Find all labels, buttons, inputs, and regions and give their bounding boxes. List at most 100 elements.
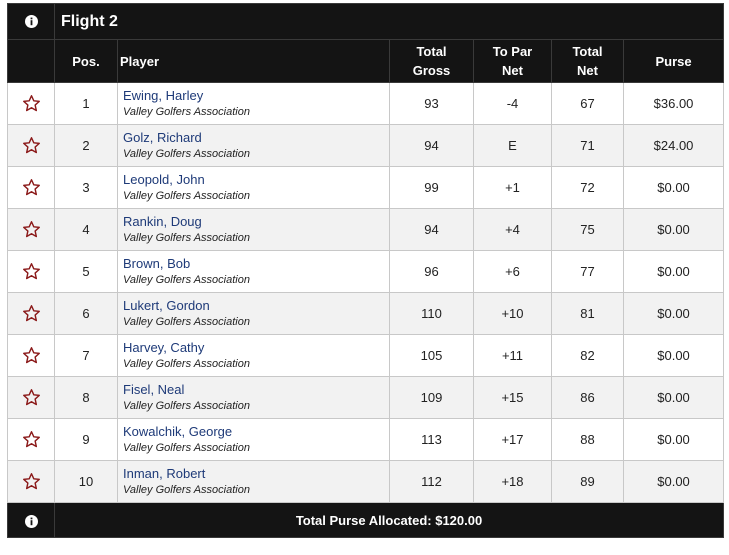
favorite-button[interactable] — [7, 418, 55, 461]
to-par-net-cell: +10 — [473, 292, 552, 335]
table-row[interactable]: 5 Brown, Bob Valley Golfers Association 96 +… — [7, 250, 725, 293]
purse-cell: $0.00 — [622, 250, 725, 293]
position-cell: 5 — [54, 250, 118, 293]
star-outline-icon — [22, 263, 40, 280]
total-net-cell: 72 — [551, 166, 624, 209]
to-par-header-line2: Net — [502, 63, 523, 78]
player-cell: Lukert, Gordon Valley Golfers Association — [117, 292, 390, 335]
to-par-net-cell: +18 — [473, 460, 552, 503]
total-gross-cell: 109 — [389, 376, 474, 419]
purse-cell: $0.00 — [622, 292, 725, 335]
total-gross-cell: 94 — [389, 124, 474, 167]
favorite-button[interactable] — [7, 460, 55, 503]
favorite-button[interactable] — [7, 250, 55, 293]
table-row[interactable]: 10 Inman, Robert Valley Golfers Associatio… — [7, 460, 725, 503]
player-name-link[interactable]: Rankin, Doug — [123, 213, 202, 229]
position-cell: 9 — [54, 418, 118, 461]
purse-cell: $0.00 — [622, 460, 725, 503]
player-association: Valley Golfers Association — [123, 105, 250, 118]
table-row[interactable]: 7 Harvey, Cathy Valley Golfers Association… — [7, 334, 725, 377]
flight-title: Flight 2 — [53, 3, 725, 40]
table-row[interactable]: 3 Leopold, John Valley Golfers Association… — [7, 166, 725, 209]
total-net-cell: 89 — [551, 460, 624, 503]
info-button[interactable] — [7, 3, 55, 40]
player-name-link[interactable]: Golz, Richard — [123, 129, 202, 145]
player-cell: Inman, Robert Valley Golfers Association — [117, 460, 390, 503]
info-icon — [24, 514, 38, 528]
position-cell: 1 — [54, 82, 118, 125]
position-cell: 10 — [54, 460, 118, 503]
total-net-column-header[interactable]: Total Net — [551, 39, 624, 83]
total-gross-cell: 94 — [389, 208, 474, 251]
favorite-button[interactable] — [7, 376, 55, 419]
total-gross-cell: 99 — [389, 166, 474, 209]
player-cell: Golz, Richard Valley Golfers Association — [117, 124, 390, 167]
player-cell: Harvey, Cathy Valley Golfers Association — [117, 334, 390, 377]
player-name-link[interactable]: Harvey, Cathy — [123, 339, 205, 355]
position-cell: 2 — [54, 124, 118, 167]
favorite-button[interactable] — [7, 166, 55, 209]
purse-cell: $0.00 — [622, 334, 725, 377]
position-cell: 4 — [54, 208, 118, 251]
player-name-link[interactable]: Fisel, Neal — [123, 381, 185, 397]
star-outline-icon — [22, 431, 40, 448]
total-purse-allocated: Total Purse Allocated: $120.00 — [53, 502, 725, 538]
table-row[interactable]: 1 Ewing, Harley Valley Golfers Association… — [7, 82, 725, 125]
to-par-net-cell: +1 — [473, 166, 552, 209]
to-par-net-cell: E — [473, 124, 552, 167]
table-row[interactable]: 4 Rankin, Doug Valley Golfers Association 9… — [7, 208, 725, 251]
total-net-cell: 81 — [551, 292, 624, 335]
total-net-cell: 86 — [551, 376, 624, 419]
player-association: Valley Golfers Association — [123, 273, 250, 286]
star-outline-icon — [22, 389, 40, 406]
favorite-column-header — [7, 39, 55, 83]
leaderboard-body: 1 Ewing, Harley Valley Golfers Association… — [7, 82, 725, 503]
total-net-cell: 82 — [551, 334, 624, 377]
position-cell: 7 — [54, 334, 118, 377]
table-row[interactable]: 6 Lukert, Gordon Valley Golfers Associatio… — [7, 292, 725, 335]
player-name-link[interactable]: Ewing, Harley — [123, 87, 204, 103]
position-cell: 8 — [54, 376, 118, 419]
player-name-link[interactable]: Leopold, John — [123, 171, 205, 187]
table-row[interactable]: 8 Fisel, Neal Valley Golfers Association 10… — [7, 376, 725, 419]
total-net-cell: 67 — [551, 82, 624, 125]
favorite-button[interactable] — [7, 124, 55, 167]
favorite-button[interactable] — [7, 334, 55, 377]
player-column-header[interactable]: Player — [117, 39, 390, 83]
leaderboard-table: Flight 2 Pos. Player Total Gross To Par … — [7, 3, 725, 538]
total-net-header-line1: Total — [572, 44, 603, 59]
footer-row: Total Purse Allocated: $120.00 — [7, 502, 725, 538]
player-association: Valley Golfers Association — [123, 231, 250, 244]
purse-cell: $0.00 — [622, 166, 725, 209]
favorite-button[interactable] — [7, 82, 55, 125]
player-association: Valley Golfers Association — [123, 189, 250, 202]
to-par-net-cell: +17 — [473, 418, 552, 461]
purse-cell: $0.00 — [622, 208, 725, 251]
favorite-button[interactable] — [7, 292, 55, 335]
player-association: Valley Golfers Association — [123, 147, 250, 160]
table-row[interactable]: 9 Kowalchik, George Valley Golfers Associa… — [7, 418, 725, 461]
purse-column-header[interactable]: Purse — [622, 39, 725, 83]
to-par-net-cell: +6 — [473, 250, 552, 293]
player-association: Valley Golfers Association — [123, 441, 250, 454]
player-association: Valley Golfers Association — [123, 357, 250, 370]
star-outline-icon — [22, 95, 40, 112]
total-gross-column-header[interactable]: Total Gross — [389, 39, 474, 83]
favorite-button[interactable] — [7, 208, 55, 251]
position-cell: 6 — [54, 292, 118, 335]
player-name-link[interactable]: Lukert, Gordon — [123, 297, 210, 313]
total-gross-cell: 113 — [389, 418, 474, 461]
player-name-link[interactable]: Brown, Bob — [123, 255, 191, 271]
player-cell: Leopold, John Valley Golfers Association — [117, 166, 390, 209]
pos-column-header[interactable]: Pos. — [54, 39, 118, 83]
to-par-net-column-header[interactable]: To Par Net — [473, 39, 552, 83]
player-name-link[interactable]: Inman, Robert — [123, 465, 206, 481]
to-par-net-cell: -4 — [473, 82, 552, 125]
footer-info-button[interactable] — [7, 502, 55, 538]
table-row[interactable]: 2 Golz, Richard Valley Golfers Association… — [7, 124, 725, 167]
to-par-header-line1: To Par — [492, 44, 533, 59]
player-cell: Kowalchik, George Valley Golfers Associat… — [117, 418, 390, 461]
total-gross-cell: 112 — [389, 460, 474, 503]
player-association: Valley Golfers Association — [123, 315, 250, 328]
player-name-link[interactable]: Kowalchik, George — [123, 423, 233, 439]
